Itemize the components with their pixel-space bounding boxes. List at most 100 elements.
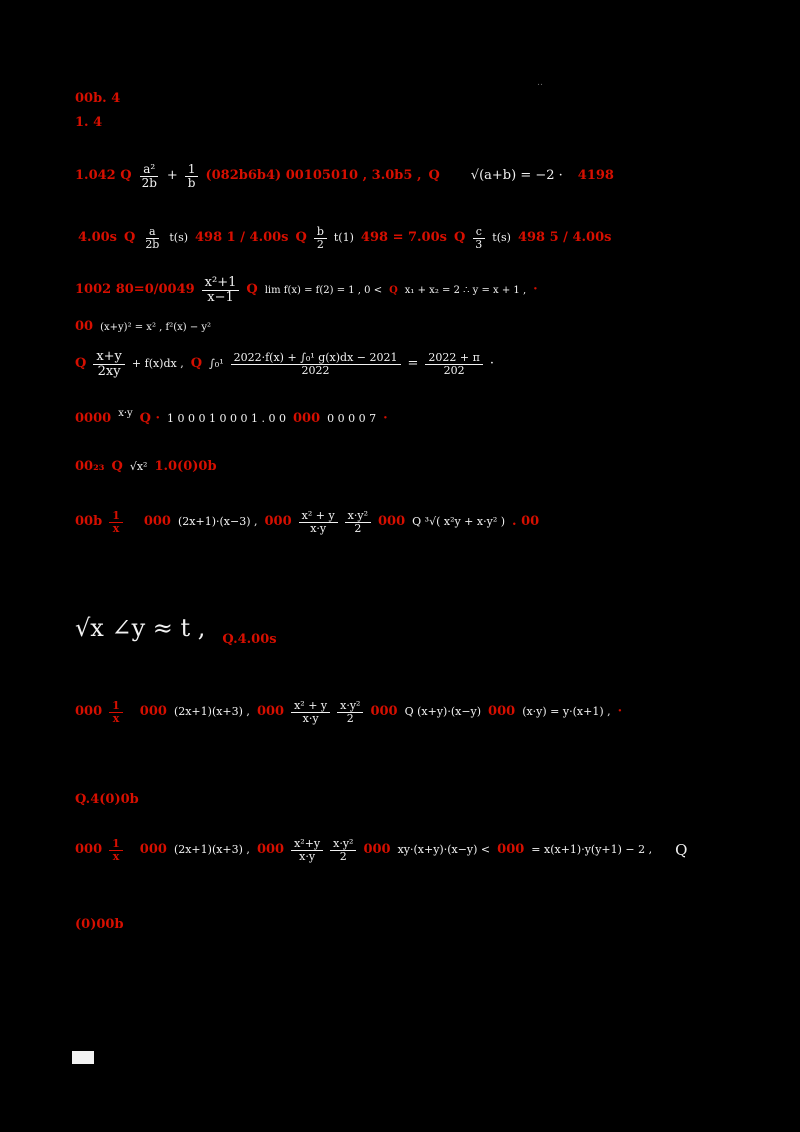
formula-segment: . 00 [512, 513, 540, 529]
fraction: x·y² 2 [330, 838, 357, 863]
fraction: 2022·f(x) + ∫₀¹ g(x)dx − 2021 2022 [230, 352, 401, 377]
answer-line-2: 1. 4 [75, 115, 103, 131]
formula-segment: ‥ [537, 78, 544, 88]
formula-segment: 498 = 7.00s [360, 229, 447, 245]
formula-segment: Q [111, 459, 123, 474]
formula-segment: Q.4.00s [222, 632, 277, 648]
formula-segment: Q [389, 284, 398, 296]
formula-segment: 00₂₃ [75, 459, 105, 474]
fraction-denominator: 202 [443, 364, 465, 378]
answer-label-c: (0)00b [75, 917, 124, 933]
fraction: x²+1 x−1 [201, 275, 240, 306]
formula-segment: (2x+1)(x+3) , [173, 843, 250, 857]
fraction: a² 2b [139, 163, 160, 190]
fraction-numerator: 1 [109, 700, 123, 713]
fraction-denominator: 2 [316, 237, 324, 251]
formula-segment: 000 [378, 513, 406, 529]
fraction-numerator: 1 [109, 510, 123, 523]
formula-segment: = [407, 356, 419, 372]
fraction-numerator: x·y² [337, 700, 364, 713]
fraction-denominator: x·y [302, 711, 319, 725]
footer-page-mark [72, 1051, 94, 1064]
formula-segment: (2x+1)(x+3) , [173, 705, 250, 719]
formula-segment: · [383, 411, 388, 426]
formula-segment: Q [75, 356, 87, 372]
formula-segment: xy·(x+y)·(x−y) < [397, 843, 491, 857]
formula-segment: t(s) [492, 231, 511, 245]
formula-segment: √(a+b) = −2 · [470, 167, 563, 183]
answer-label-b: Q.4(0)0b [75, 792, 139, 808]
formula-segment: (x·y) = y·(x+1) , [522, 705, 611, 719]
fraction-denominator: x−1 [207, 290, 234, 306]
formula-segment: Q [675, 840, 688, 859]
handwriting-row: √x ∠y ≈ t , Q.4.00s [75, 614, 277, 647]
formula-segment: Q [295, 229, 307, 245]
formula-segment: = x(x+1)·y(y+1) − 2 , [531, 843, 653, 857]
formula-segment: t(s) [169, 231, 189, 245]
fraction-denominator: x [112, 711, 120, 725]
fraction-denominator: 2 [354, 521, 362, 535]
formula-segment: t(1) [333, 231, 354, 245]
formula-segment: 000 [370, 703, 398, 719]
formula-row-10: 000 1 x 000 (2x+1)(x+3) , 000 x²+y x·y x·y² 2 000 x… [75, 838, 687, 863]
fraction-numerator: c [472, 226, 485, 239]
formula-segment: 000 [293, 411, 321, 426]
fraction-denominator: 2b [145, 237, 160, 251]
formula-segment: 000 [363, 841, 391, 857]
fraction-numerator: x²+y [291, 838, 324, 851]
formula-segment: Q [190, 356, 203, 372]
formula-segment: Q ³√( x²y + x·y² ) [412, 515, 506, 529]
fraction-denominator: 2 [346, 711, 354, 725]
fraction-numerator: 1 [109, 838, 123, 851]
formula-segment: 1.042 Q [75, 167, 132, 183]
fraction-numerator: x+y [93, 349, 125, 366]
fraction-denominator: x·y [299, 849, 316, 863]
formula-segment: x₁ + x₂ = 2 ∴ y = x + 1 , [404, 284, 527, 296]
fraction-denominator: x [112, 849, 120, 863]
formula-segment: · [617, 703, 623, 719]
formula-segment: 00b. 4 [75, 91, 121, 106]
formula-segment: 000 [75, 703, 103, 719]
fraction-numerator: x·y² [344, 510, 371, 523]
formula-segment: 000 [143, 513, 171, 529]
fraction-denominator: b [187, 175, 196, 190]
formula-segment: 000 [256, 841, 285, 857]
fraction-numerator: x²+1 [201, 275, 240, 292]
fraction-denominator: x·y [310, 521, 327, 535]
formula-segment: + [166, 167, 178, 183]
fraction: x²+y x·y [291, 838, 324, 863]
fraction: x·y² 2 [337, 700, 364, 725]
formula-segment: 1002 80=0/0049 [75, 282, 195, 298]
formula-segment: 000 [488, 703, 516, 719]
fraction-numerator: x·y² [330, 838, 357, 851]
fraction: 2022 + π 202 [425, 352, 483, 378]
fraction: x+y 2xy [93, 349, 125, 379]
formula-segment: · [533, 282, 538, 298]
formula-segment: 00b [75, 513, 103, 529]
formula-segment: 000 [75, 841, 103, 857]
fraction-numerator: a [146, 226, 159, 239]
formula-segment: ∫₀¹ [209, 357, 224, 371]
formula-segment: 1. 4 [75, 115, 103, 130]
formula-row-9: 000 1 x 000 (2x+1)(x+3) , 000 x² + y x·y x·y² 2 00… [75, 700, 622, 725]
fraction: x·y² 2 [344, 510, 371, 535]
formula-segment: 000 [139, 841, 167, 857]
formula-segment: 1 0 0 0 1 0 0 0 1 . 0 0 [167, 412, 286, 426]
answer-line-1: 00b. 4 [75, 91, 121, 107]
formula-segment: (0)00b [75, 917, 124, 932]
formula-segment: 000 [256, 703, 285, 719]
formula-segment: 498 5 / 4.00s [517, 229, 612, 245]
formula-row-6: 0000 x·y Q · 1 0 0 0 1 0 0 0 1 . 0 0 000 0 0 … [75, 408, 388, 427]
formula-segment: 1.0(0)0b [154, 459, 217, 474]
formula-segment: 0000 [75, 411, 112, 426]
formula-segment: (082b6b4) 00105010 , 3.0b5 , [205, 167, 422, 183]
formula-segment: Q.4(0)0b [75, 792, 139, 807]
formula-segment: 498 1 / 4.00s [195, 229, 289, 245]
formula-segment: √x ∠y ≈ t , [75, 614, 206, 642]
formula-segment: 000 [139, 703, 167, 719]
